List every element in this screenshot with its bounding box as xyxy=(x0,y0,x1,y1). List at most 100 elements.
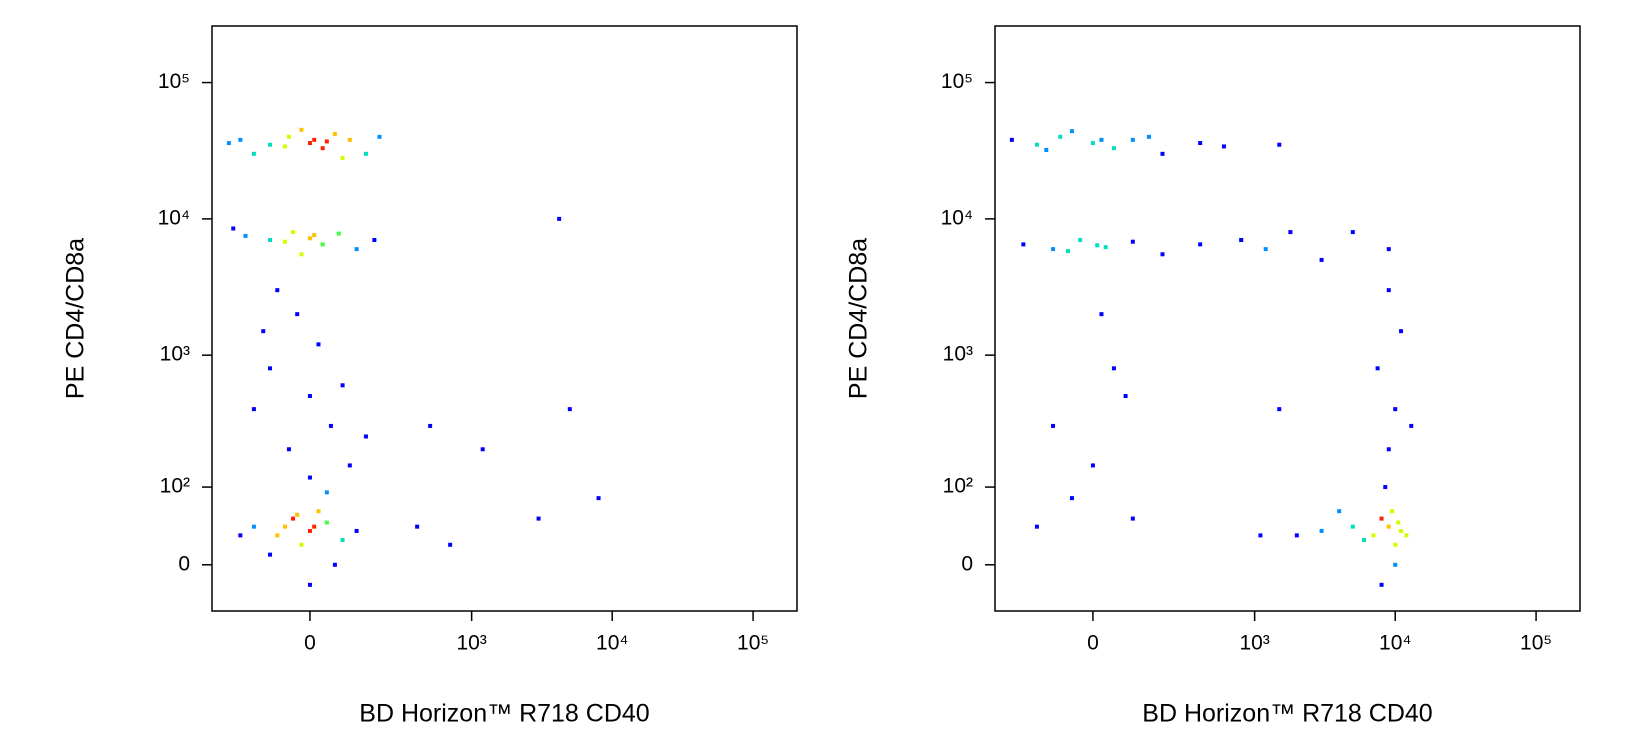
event-dot xyxy=(1393,562,1398,567)
event-dot xyxy=(332,131,337,136)
event-dot xyxy=(1065,249,1070,254)
event-dot xyxy=(1386,447,1391,452)
event-dot xyxy=(295,312,300,317)
event-dot xyxy=(1221,144,1226,149)
event-dot xyxy=(295,512,300,517)
plot-frame xyxy=(994,25,1581,612)
x-tick-label: 0 xyxy=(304,632,316,655)
y-axis-label: PE CD4/CD8a xyxy=(62,238,90,399)
event-dot xyxy=(1337,509,1342,514)
event-dot xyxy=(324,520,329,525)
event-dot xyxy=(1130,137,1135,142)
event-dot xyxy=(243,233,248,238)
y-tick-label: 0 xyxy=(178,552,190,575)
event-dot xyxy=(415,524,420,529)
event-dot xyxy=(1069,129,1074,134)
event-dot xyxy=(336,231,341,236)
event-dot xyxy=(1375,366,1380,371)
event-dot xyxy=(377,134,382,139)
event-dot xyxy=(307,475,312,480)
event-dot xyxy=(1396,520,1401,525)
event-dot xyxy=(1099,137,1104,142)
event-dot xyxy=(1069,496,1074,501)
x-tick-label: 10⁵ xyxy=(737,632,769,655)
event-dot xyxy=(251,407,256,412)
event-dot xyxy=(312,137,317,142)
plot-frame xyxy=(211,25,798,612)
event-dot xyxy=(347,137,352,142)
event-dot xyxy=(332,562,337,567)
x-axis-label: BD Horizon™ R718 CD40 xyxy=(1142,700,1432,728)
event-dot xyxy=(1386,247,1391,252)
event-dot xyxy=(275,288,280,293)
event-dot xyxy=(286,134,291,139)
event-dot xyxy=(1021,242,1026,247)
x-tick-label: 10³ xyxy=(456,632,486,655)
event-dot xyxy=(1350,524,1355,529)
event-dot xyxy=(1361,538,1366,543)
event-dot xyxy=(1399,329,1404,334)
event-dot xyxy=(340,538,345,543)
event-dot xyxy=(1058,134,1063,139)
event-dot xyxy=(1277,407,1282,412)
y-tick-label: 10⁴ xyxy=(941,206,973,229)
event-dot xyxy=(1123,394,1128,399)
event-dot xyxy=(282,524,287,529)
event-dot xyxy=(1111,366,1116,371)
event-dot xyxy=(372,237,377,242)
event-dot xyxy=(282,239,287,244)
event-dot xyxy=(268,142,273,147)
event-dot xyxy=(1130,516,1135,521)
event-dot xyxy=(1198,242,1203,247)
event-dot xyxy=(340,155,345,160)
event-dot xyxy=(251,151,256,156)
event-dot xyxy=(557,216,562,221)
y-tick-label: 10³ xyxy=(943,343,973,366)
event-dot xyxy=(1393,407,1398,412)
event-dot xyxy=(238,137,243,142)
event-dot xyxy=(275,533,280,538)
event-dot xyxy=(1034,524,1039,529)
event-dot xyxy=(324,139,329,144)
event-dot xyxy=(1393,542,1398,547)
event-dot xyxy=(268,237,273,242)
y-tick-label: 10³ xyxy=(160,343,190,366)
event-dot xyxy=(1379,582,1384,587)
event-dot xyxy=(1198,141,1203,146)
event-dot xyxy=(226,141,231,146)
event-dot xyxy=(1130,239,1135,244)
y-tick-label: 10² xyxy=(943,475,973,498)
event-dot xyxy=(1319,257,1324,262)
event-dot xyxy=(1258,533,1263,538)
event-dot xyxy=(1044,148,1049,153)
event-dot xyxy=(291,516,296,521)
y-tick-label: 10² xyxy=(160,475,190,498)
event-dot xyxy=(340,383,345,388)
event-dot xyxy=(307,394,312,399)
event-dot xyxy=(567,407,572,412)
event-dot xyxy=(1239,237,1244,242)
y-tick-label: 10⁵ xyxy=(158,70,190,93)
event-dot xyxy=(1051,247,1056,252)
event-dot xyxy=(320,242,325,247)
event-dot xyxy=(1160,151,1165,156)
event-dot xyxy=(1404,533,1409,538)
y-tick-label: 10⁵ xyxy=(941,70,973,93)
x-tick-label: 10⁴ xyxy=(596,632,628,655)
y-tick-label: 10⁴ xyxy=(158,206,190,229)
event-dot xyxy=(261,329,266,334)
event-dot xyxy=(316,509,321,514)
event-dot xyxy=(307,141,312,146)
event-dot xyxy=(268,552,273,557)
event-dot xyxy=(231,226,236,231)
event-dot xyxy=(268,366,273,371)
event-dot xyxy=(1099,312,1104,317)
event-dot xyxy=(1288,230,1293,235)
event-dot xyxy=(1383,485,1388,490)
event-dot xyxy=(354,247,359,252)
event-dot xyxy=(1294,533,1299,538)
x-tick-label: 10⁵ xyxy=(1520,632,1552,655)
event-dot xyxy=(1111,146,1116,151)
event-dot xyxy=(1146,134,1151,139)
